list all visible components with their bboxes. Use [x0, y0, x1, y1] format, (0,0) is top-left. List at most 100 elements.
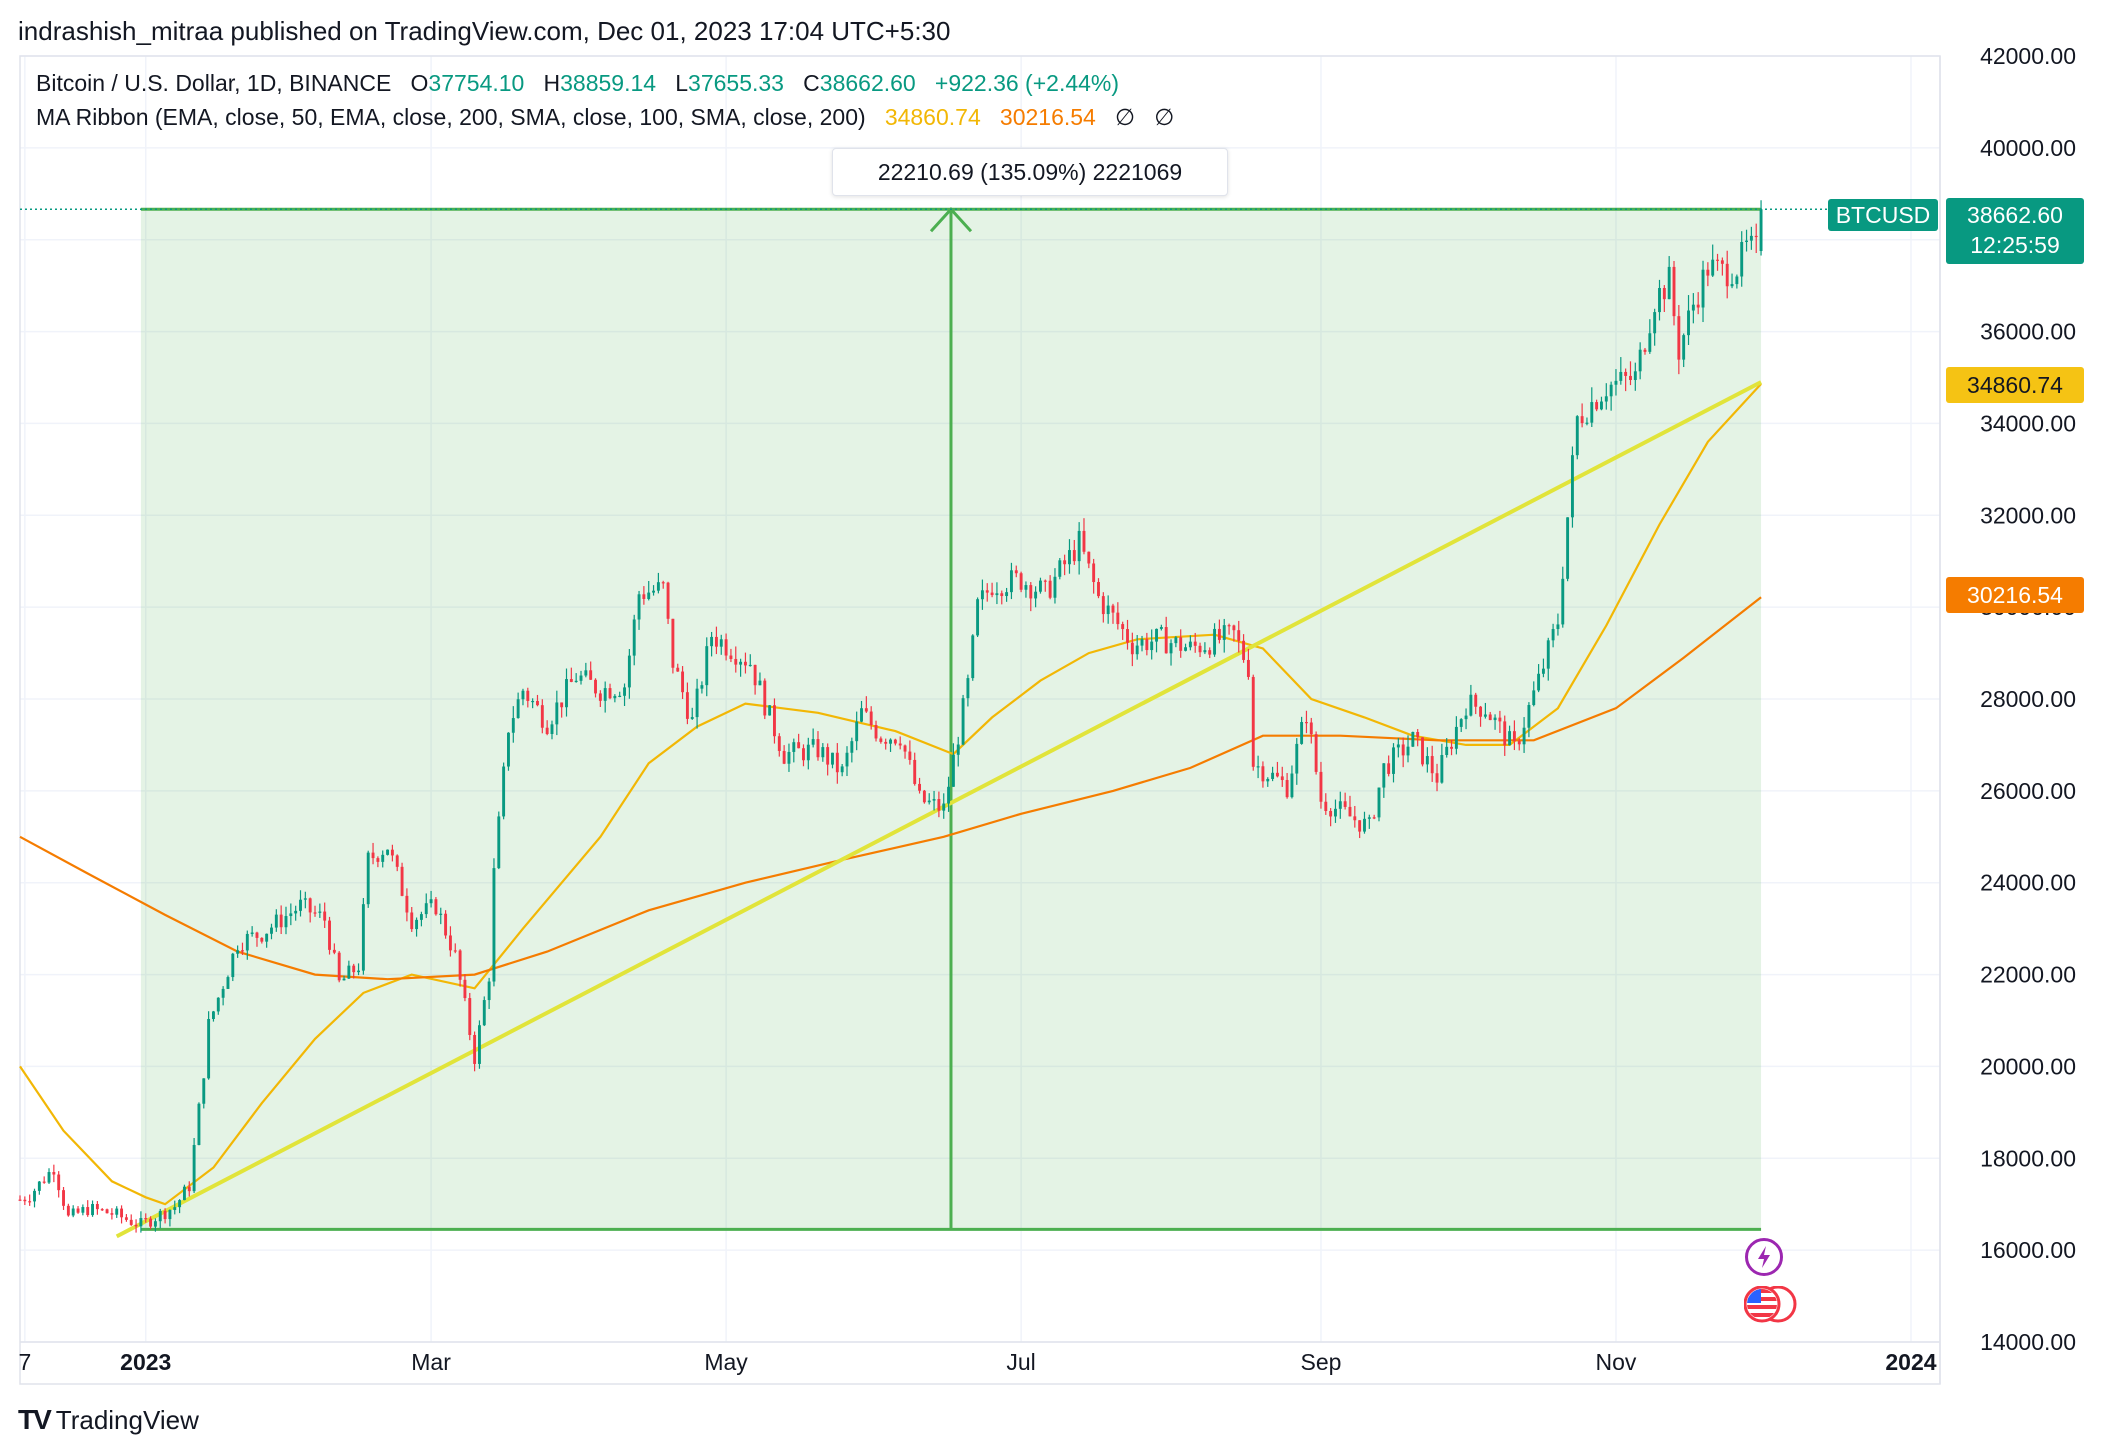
lightning-event-icon[interactable] — [1745, 1238, 1783, 1276]
indicator-legend[interactable]: MA Ribbon (EMA, close, 50, EMA, close, 2… — [36, 104, 1174, 131]
candle-body — [192, 1144, 196, 1192]
candle-body — [1145, 639, 1149, 651]
close-value: 38662.60 — [819, 70, 916, 96]
price-chart[interactable]: 14000.00 16000.00 18000.00 20000.00 22000.00… — [0, 0, 2112, 1400]
candle-body — [1271, 772, 1275, 779]
candle-body — [1295, 743, 1299, 774]
candle-body — [618, 695, 622, 697]
y-tick-label: 20000.00 — [1980, 1053, 2076, 1079]
candle-body — [37, 1181, 41, 1191]
candle-body — [1556, 624, 1560, 630]
candle-body — [444, 913, 448, 936]
candle-body — [1217, 628, 1221, 640]
candle-body — [270, 927, 273, 934]
candle-body — [1450, 746, 1453, 749]
candle-body — [1285, 780, 1289, 798]
y-tick-label: 14000.00 — [1980, 1329, 2076, 1355]
candle-body — [1740, 241, 1744, 277]
candle-body — [1338, 801, 1342, 809]
candle-body — [1532, 690, 1536, 706]
candle-body — [526, 690, 530, 701]
candle-body — [661, 582, 665, 584]
candle-body — [545, 727, 549, 734]
candle-body — [773, 705, 776, 737]
candle-body — [1537, 673, 1541, 691]
candle-body — [337, 952, 341, 981]
candle-body — [507, 732, 510, 767]
candle-body — [1324, 801, 1328, 811]
candle-body — [676, 667, 680, 672]
candle-body — [516, 699, 520, 719]
candle-body — [231, 953, 235, 978]
candle-body — [1043, 580, 1047, 582]
y-tick-label: 28000.00 — [1980, 686, 2076, 712]
candle-body — [47, 1172, 51, 1183]
candle-body — [1203, 650, 1207, 653]
candle-body — [410, 912, 414, 930]
candle-body — [1237, 630, 1241, 641]
candle-body — [850, 741, 854, 753]
candle-body — [565, 679, 568, 708]
candle-body — [76, 1208, 80, 1213]
candle-body — [942, 803, 946, 811]
candle-body — [1367, 817, 1371, 819]
candle-body — [1068, 550, 1071, 565]
candle-body — [1643, 349, 1647, 352]
candle-body — [1759, 209, 1763, 252]
candle-body — [1256, 766, 1260, 768]
candle-body — [1595, 402, 1599, 410]
candle-body — [371, 852, 375, 859]
candle-body — [1600, 401, 1603, 410]
candle-body — [347, 965, 351, 979]
candle-body — [434, 899, 438, 915]
candle-body — [908, 751, 912, 760]
candle-body — [1387, 763, 1391, 774]
y-tick-label: 22000.00 — [1980, 962, 2076, 988]
candle-body — [845, 752, 849, 767]
candle-body — [328, 920, 331, 950]
candle-body — [1474, 694, 1478, 707]
candle-body — [826, 747, 830, 765]
candle-body — [608, 688, 612, 699]
candle-body — [187, 1186, 191, 1192]
candle-body — [1251, 676, 1255, 767]
us-economic-event-icon[interactable] — [1743, 1285, 1797, 1323]
candle-body — [1624, 371, 1628, 376]
candle-body — [1730, 284, 1734, 287]
candle-body — [816, 739, 820, 758]
candle-body — [71, 1208, 75, 1216]
candle-body — [1014, 570, 1018, 574]
candle-body — [1435, 773, 1439, 783]
candle-body — [221, 988, 225, 998]
candle-body — [1246, 659, 1250, 677]
candle-body — [1469, 694, 1473, 716]
candle-body — [802, 748, 805, 761]
candle-body — [212, 1011, 215, 1019]
candle-body — [1725, 263, 1729, 287]
low-label: L — [675, 70, 689, 96]
candle-body — [1570, 455, 1574, 518]
candle-body — [1140, 639, 1144, 646]
bar-countdown: 12:25:59 — [1970, 232, 2060, 258]
candle-body — [1508, 731, 1512, 746]
candle-body — [1034, 591, 1038, 599]
candle-body — [477, 1025, 481, 1064]
candle-body — [1329, 810, 1333, 817]
candle-body — [33, 1190, 36, 1202]
x-tick-label: Mar — [411, 1349, 451, 1375]
candle-body — [937, 799, 941, 811]
candle-body — [1396, 744, 1400, 748]
candle-body — [1696, 304, 1700, 308]
ma2-price-tag: 30216.54 — [1946, 577, 2084, 613]
candle-body — [724, 639, 728, 656]
candle-body — [1135, 645, 1139, 655]
ma4-empty-value: ∅ — [1154, 104, 1175, 130]
candle-body — [656, 582, 660, 591]
candle-body — [18, 1199, 22, 1201]
publish-header: indrashish_mitraa published on TradingVi… — [18, 16, 951, 46]
candle-body — [1130, 642, 1134, 655]
tradingview-brand[interactable]: TV TradingView — [18, 1404, 199, 1436]
candle-body — [956, 744, 960, 755]
open-value: 37754.10 — [428, 70, 525, 96]
candle-body — [1198, 645, 1202, 653]
